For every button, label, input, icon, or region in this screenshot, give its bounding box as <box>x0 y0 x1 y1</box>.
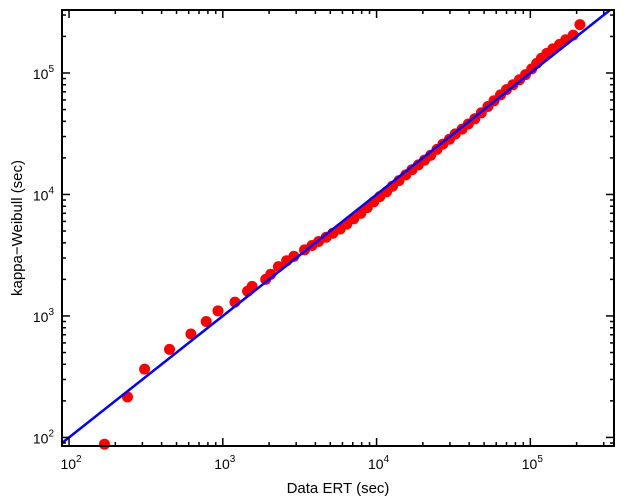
y-tick-label: 104 <box>33 185 55 203</box>
data-point-58 <box>574 19 586 31</box>
data-points <box>99 19 586 450</box>
y-tick-label: 102 <box>33 428 55 446</box>
x-tick-label: 102 <box>60 454 82 472</box>
y-tick-label: 103 <box>33 307 55 325</box>
data-point-0 <box>99 438 110 450</box>
y-tick-label: 105 <box>33 64 55 82</box>
plot-frame <box>61 9 615 447</box>
reference-line <box>61 9 611 444</box>
data-point-3 <box>164 343 175 355</box>
x-axis-label: Data ERT (sec) <box>287 480 390 497</box>
y-axis-label: kappa−Weibull (sec) <box>9 160 26 296</box>
x-tick-label: 103 <box>214 454 236 472</box>
data-point-2 <box>139 363 151 375</box>
data-point-6 <box>212 305 224 317</box>
x-tick-label: 105 <box>522 454 544 472</box>
data-point-5 <box>200 316 212 327</box>
axis-ticks: 102 103 104 105 102 103 104 105 <box>33 10 614 472</box>
data-point-4 <box>185 328 197 340</box>
x-tick-label: 104 <box>368 454 390 472</box>
